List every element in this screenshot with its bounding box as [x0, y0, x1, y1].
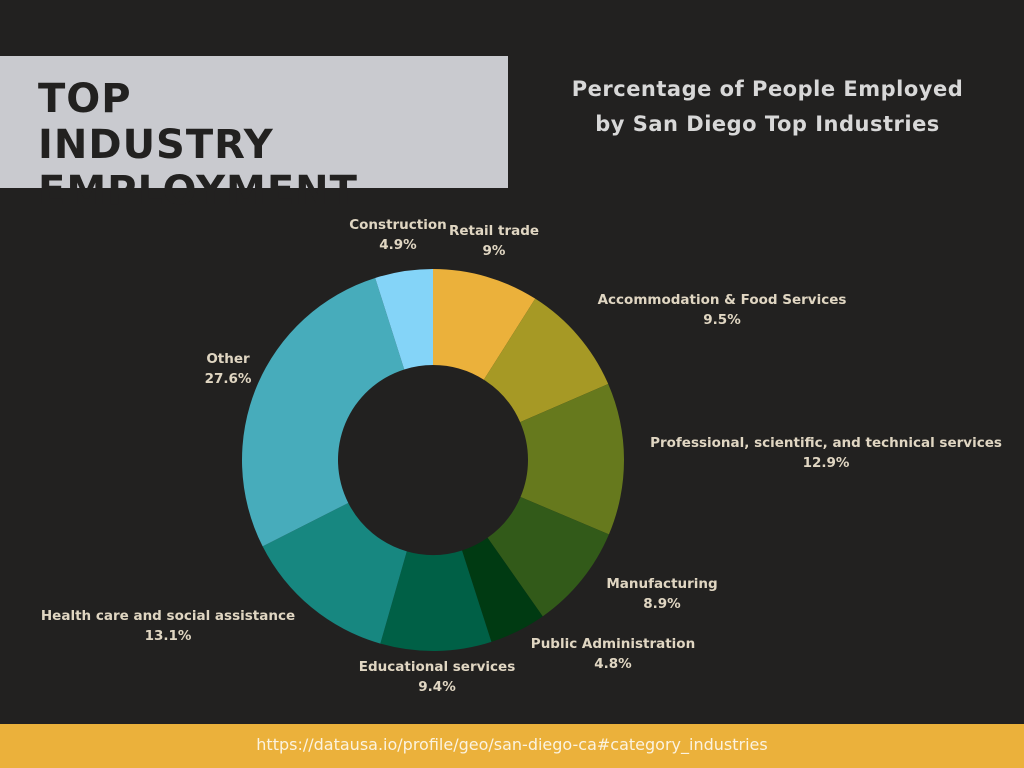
slice-label-name: Educational services — [358, 659, 516, 675]
slice-label: Educational services 9.4% — [359, 657, 515, 697]
slice-label-name: Manufacturing — [606, 576, 718, 592]
donut-slice-8 — [375, 269, 433, 370]
slice-label-value: 4.9% — [379, 237, 417, 253]
slice-label: Manufacturing 8.9% — [606, 574, 717, 614]
slice-label-value: 9.4% — [418, 679, 456, 695]
slice-label-name: Health care and social assistance — [40, 608, 296, 624]
slice-label: Professional, scientific, and technical … — [650, 433, 1002, 473]
donut-slice-4 — [462, 537, 543, 642]
slice-label: Other 27.6% — [205, 349, 252, 389]
slice-label: Retail trade 9% — [449, 221, 539, 261]
slice-label-name: Professional, scientific, and technical … — [650, 435, 1002, 451]
slice-label: Accommodation & Food Services 9.5% — [598, 290, 847, 330]
slice-label: Health care and social assistance 13.1% — [41, 606, 295, 646]
slice-label-value: 12.9% — [802, 455, 850, 471]
source-url[interactable]: https://datausa.io/profile/geo/san-diego… — [256, 735, 768, 754]
donut-slice-2 — [520, 383, 624, 535]
slice-label-name: Accommodation & Food Services — [597, 292, 847, 308]
footer-bar: https://datausa.io/profile/geo/san-diego… — [0, 724, 1024, 768]
slice-label: Public Administration 4.8% — [531, 634, 695, 674]
slice-label-name: Retail trade — [448, 223, 540, 239]
slice-label-value: 9.5% — [703, 312, 741, 328]
donut-slice-1 — [483, 298, 609, 423]
page-title: TOP INDUSTRY EMPLOYMENT — [38, 76, 358, 214]
donut-slice-3 — [487, 497, 609, 617]
slice-label-value: 4.8% — [594, 656, 632, 672]
slice-label-name: Construction — [349, 217, 447, 233]
slice-label-value: 27.6% — [204, 371, 252, 387]
donut-slice-5 — [380, 550, 492, 651]
slice-label: Construction 4.9% — [349, 215, 447, 255]
slice-label-name: Public Administration — [530, 636, 696, 652]
slice-label-value: 8.9% — [643, 596, 681, 612]
chart-subtitle: Percentage of People Employed by San Die… — [571, 77, 964, 136]
donut-slice-6 — [262, 502, 407, 644]
slice-label-name: Other — [206, 351, 250, 367]
slice-label-value: 9% — [482, 243, 506, 259]
donut-slice-0 — [433, 269, 536, 380]
donut-slice-7 — [241, 277, 405, 547]
slice-label-value: 13.1% — [144, 628, 192, 644]
title-box: TOP INDUSTRY EMPLOYMENT — [0, 56, 508, 214]
